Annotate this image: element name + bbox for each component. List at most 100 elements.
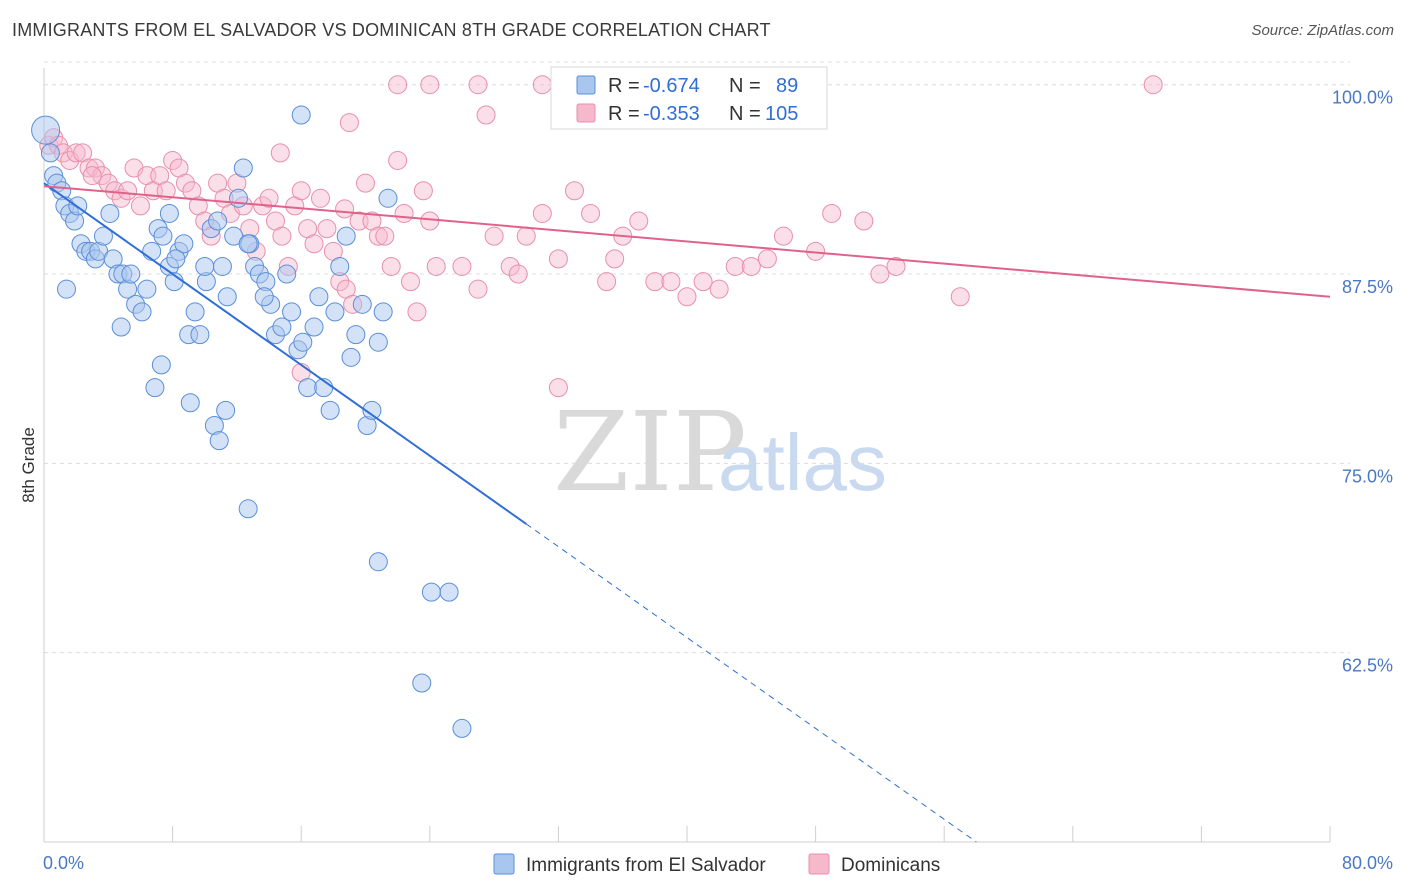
el-salvador-point bbox=[93, 226, 113, 246]
dominicans-point bbox=[468, 279, 488, 299]
dominicans-point bbox=[725, 256, 745, 276]
el-salvador-point bbox=[142, 241, 162, 261]
dominicans-point bbox=[508, 264, 528, 284]
el-salvador-point bbox=[330, 256, 350, 276]
dominicans-point bbox=[484, 226, 504, 246]
el-salvador-point bbox=[31, 115, 61, 145]
dominicans-point bbox=[175, 173, 195, 193]
dominicans-trend-line bbox=[43, 185, 1331, 298]
watermark: ZIP atlas bbox=[553, 388, 887, 516]
axes: 62.5% 75.0% 87.5% 100.0% 0.0% 80.0% bbox=[43, 68, 1393, 873]
dominicans-point bbox=[317, 219, 337, 239]
dominicans-point bbox=[468, 75, 488, 95]
el-salvador-trend-extension bbox=[525, 523, 977, 843]
legend: R = -0.674 N = 89 R = -0.353 N = 105 bbox=[550, 66, 828, 130]
dominicans-point bbox=[548, 378, 568, 398]
el-salvador-point bbox=[412, 673, 432, 693]
dominicans-point bbox=[92, 166, 112, 186]
dominicans-point bbox=[605, 249, 625, 269]
el-salvador-point bbox=[121, 264, 141, 284]
dominicans-point bbox=[270, 143, 290, 163]
dominicans-point bbox=[645, 272, 665, 292]
el-salvador-point bbox=[209, 431, 229, 451]
legend-n-value: 89 bbox=[776, 75, 798, 97]
el-salvador-point bbox=[180, 393, 200, 413]
el-salvador-point bbox=[254, 287, 274, 307]
dominicans-point bbox=[854, 211, 874, 231]
el-salvador-point bbox=[346, 325, 366, 345]
el-salvador-point bbox=[304, 317, 324, 337]
el-salvador-point bbox=[185, 302, 205, 322]
dominicans-point bbox=[310, 188, 330, 208]
bottom-legend-swatch-blue bbox=[493, 853, 515, 875]
el-salvador-point bbox=[212, 256, 232, 276]
el-salvador-point bbox=[291, 105, 311, 125]
source-credit: Source: ZipAtlas.com bbox=[1251, 22, 1394, 39]
el-salvador-point bbox=[57, 279, 77, 299]
el-salvador-point bbox=[320, 400, 340, 420]
dominicans-point bbox=[661, 272, 681, 292]
el-salvador-point bbox=[159, 203, 179, 223]
el-salvador-point bbox=[229, 188, 249, 208]
dominicans-point bbox=[822, 203, 842, 223]
el-salvador-point bbox=[421, 582, 441, 602]
dominicans-point bbox=[130, 196, 150, 216]
el-salvador-point bbox=[238, 234, 258, 254]
el-salvador-point bbox=[368, 552, 388, 572]
dominicans-point bbox=[156, 181, 176, 201]
dominicans-point bbox=[356, 173, 375, 193]
dominicans-point bbox=[452, 256, 472, 276]
el-salvador-point bbox=[309, 287, 329, 307]
dominicans-point bbox=[532, 75, 552, 95]
bottom-legend-label: Immigrants from El Salvador bbox=[526, 855, 766, 876]
dominicans-point bbox=[335, 199, 355, 219]
el-salvador-point bbox=[341, 347, 361, 367]
legend-box bbox=[550, 66, 828, 130]
dominicans-point bbox=[532, 203, 552, 223]
dominicans-point bbox=[304, 234, 324, 254]
dominicans-point bbox=[66, 143, 86, 163]
x-tick-label: 80.0% bbox=[1342, 853, 1393, 873]
el-salvador-point bbox=[439, 582, 459, 602]
legend-r-label: R = bbox=[608, 75, 640, 97]
dominicans-point bbox=[950, 287, 970, 307]
dominicans-point bbox=[401, 272, 421, 292]
dominicans-point bbox=[709, 279, 729, 299]
dominicans-point bbox=[381, 256, 401, 276]
el-salvador-point bbox=[145, 378, 165, 398]
dominicans-point bbox=[413, 181, 433, 201]
dominicans-point bbox=[516, 226, 536, 246]
dominicans-point bbox=[368, 226, 388, 246]
dominicans-point bbox=[629, 211, 649, 231]
legend-n-label: N = bbox=[729, 103, 761, 125]
dominicans-point bbox=[272, 226, 292, 246]
y-tick-label: 62.5% bbox=[1342, 656, 1393, 676]
chart-title: IMMIGRANTS FROM EL SALVADOR VS DOMINICAN… bbox=[12, 20, 771, 40]
dominicans-point bbox=[500, 256, 520, 276]
dominicans-point bbox=[375, 226, 395, 246]
dominicans-point bbox=[426, 256, 446, 276]
watermark-atlas: atlas bbox=[718, 418, 887, 507]
el-salvador-point bbox=[352, 294, 372, 314]
legend-r-value: -0.353 bbox=[643, 103, 700, 125]
el-salvador-point bbox=[293, 332, 313, 352]
x-tick-label: 0.0% bbox=[43, 853, 84, 873]
el-salvador-point bbox=[132, 302, 152, 322]
bottom-legend: Immigrants from El Salvador Dominicans bbox=[493, 853, 940, 876]
el-salvador-point bbox=[111, 317, 131, 337]
el-salvador-point bbox=[368, 332, 388, 352]
el-salvador-point bbox=[325, 302, 345, 322]
el-salvador-point bbox=[238, 499, 258, 519]
dominicans-point bbox=[388, 75, 408, 95]
dominicans-point bbox=[476, 105, 496, 125]
dominicans-point bbox=[1143, 75, 1163, 95]
el-salvador-point bbox=[362, 400, 382, 420]
dominicans-point bbox=[420, 211, 440, 231]
el-salvador-point bbox=[195, 256, 215, 276]
el-salvador-point bbox=[373, 302, 393, 322]
el-salvador-point bbox=[378, 188, 398, 208]
dominicans-point bbox=[677, 287, 697, 307]
el-salvador-point bbox=[298, 378, 318, 398]
dominicans-point bbox=[388, 150, 408, 170]
